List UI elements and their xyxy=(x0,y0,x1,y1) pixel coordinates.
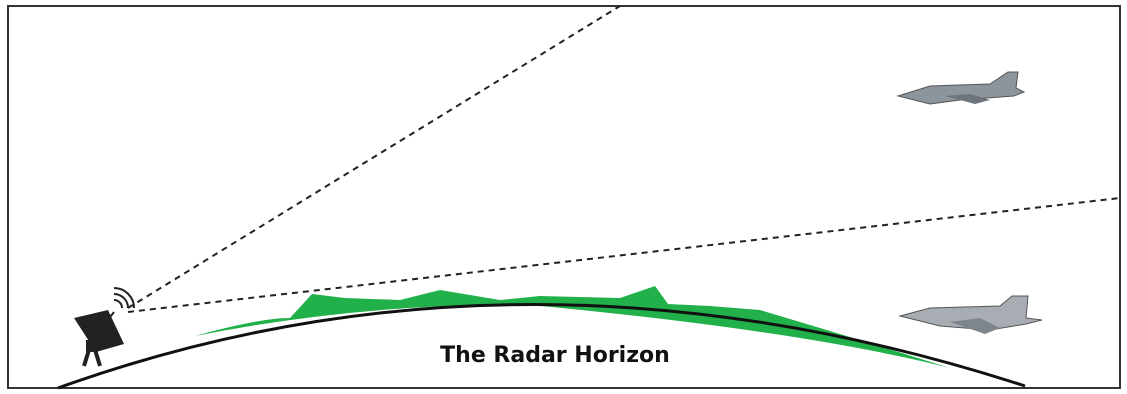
frame xyxy=(8,6,1120,388)
page: The Radar Horizon (() => { const data = … xyxy=(0,0,1127,394)
radar-horizon-diagram: The Radar Horizon xyxy=(0,0,1127,394)
caption: The Radar Horizon xyxy=(440,343,670,368)
